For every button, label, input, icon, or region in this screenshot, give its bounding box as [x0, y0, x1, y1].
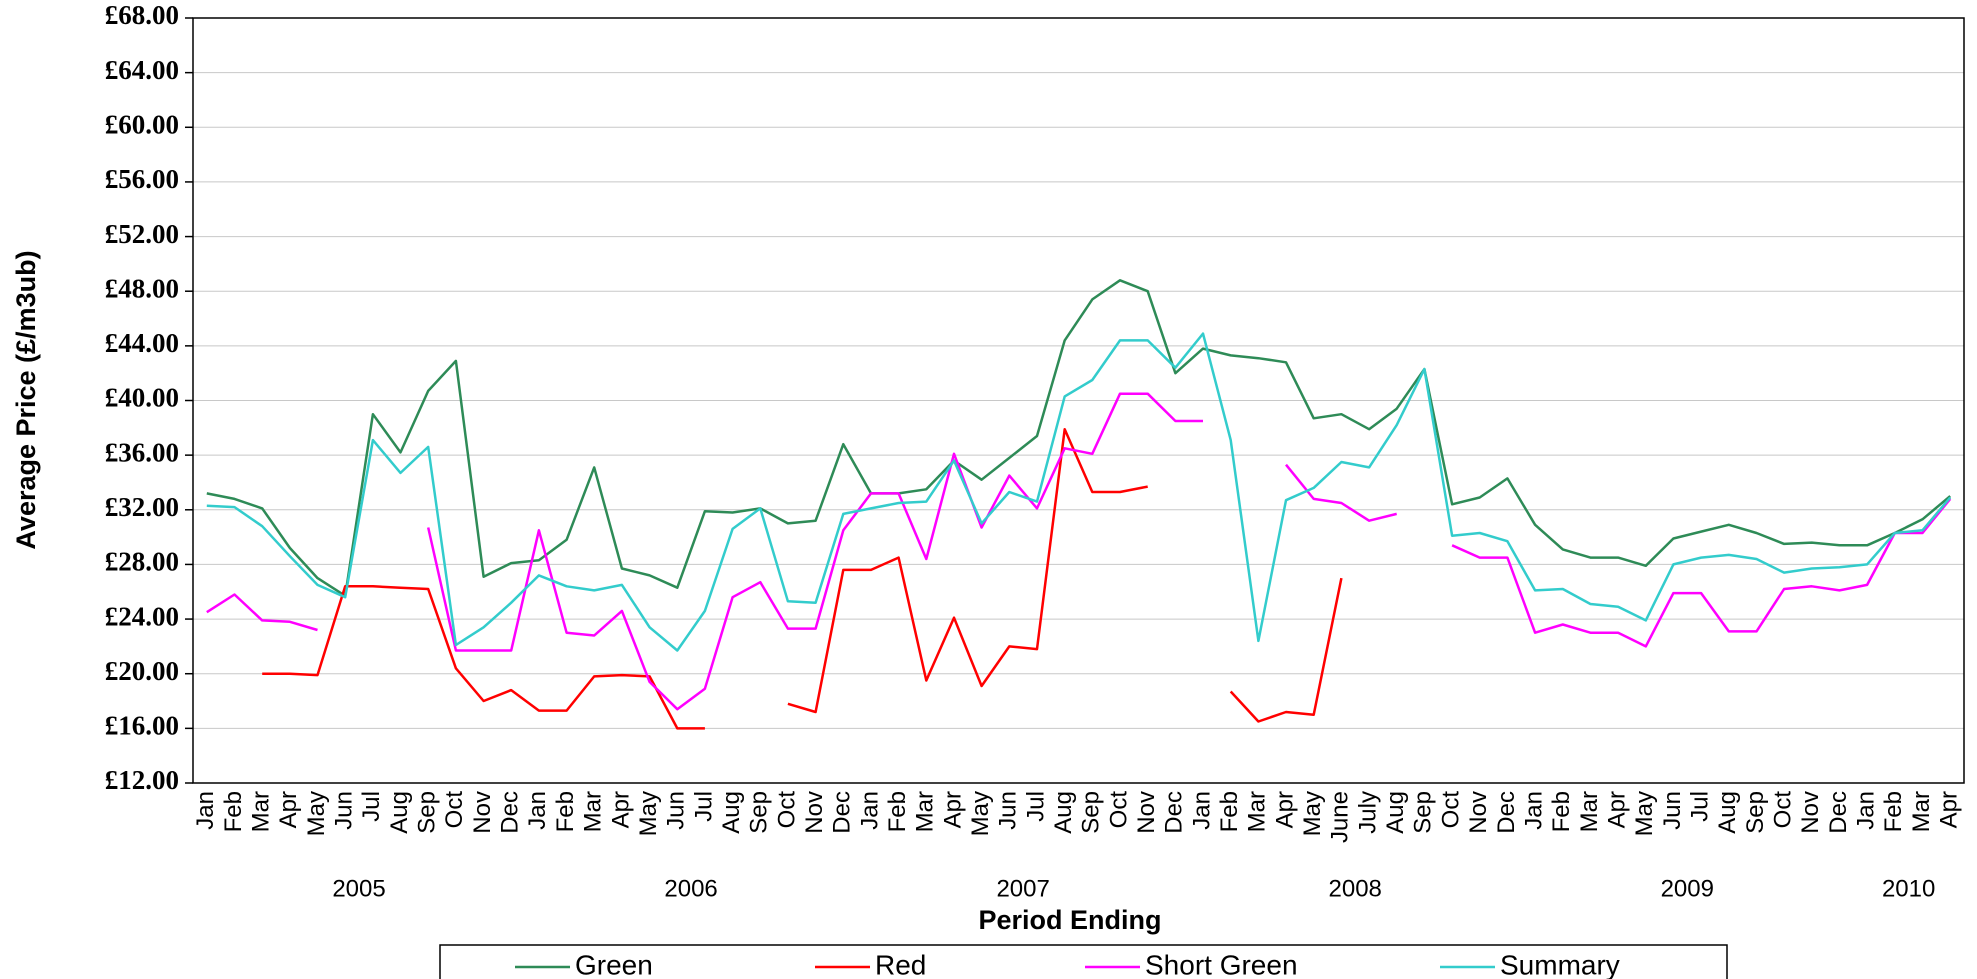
x-tick-label: Jun [331, 791, 358, 830]
x-tick-label: Dec [1493, 791, 1520, 834]
x-tick-label: Nov [1133, 791, 1160, 834]
legend-box [439, 944, 1728, 979]
y-axis-title: Average Price (£/m3ub) [11, 250, 41, 549]
legend-label: Short Green [1145, 949, 1298, 979]
y-tick-label: £16.00 [105, 711, 179, 741]
x-tick-label: Sep [746, 791, 773, 834]
x-tick-label: July [1354, 791, 1381, 834]
x-tick-label: May [1299, 791, 1326, 836]
y-tick-label: £40.00 [105, 383, 179, 413]
x-tick-label: Jun [663, 791, 690, 830]
x-tick-label: Sep [414, 791, 441, 834]
x-tick-label: Sep [1078, 791, 1105, 834]
x-tick-label: Mar [1576, 791, 1603, 832]
x-tick-label: Jun [1659, 791, 1686, 830]
y-tick-label: £48.00 [105, 273, 179, 303]
x-tick-label: Apr [1936, 791, 1963, 828]
y-tick-label: £36.00 [105, 437, 179, 467]
x-tick-label: Apr [939, 791, 966, 828]
x-tick-label: Dec [1825, 791, 1852, 834]
x-tick-label: Mar [1908, 791, 1935, 832]
x-tick-label: Oct [1105, 791, 1132, 829]
x-tick-label: Mar [912, 791, 939, 832]
x-tick-label: Sep [1410, 791, 1437, 834]
y-tick-label: £28.00 [105, 547, 179, 577]
x-tick-label: Feb [1548, 791, 1575, 832]
series-line [206, 279, 1952, 598]
x-tick-label: Jan [524, 791, 551, 830]
x-tick-label: May [1631, 791, 1658, 836]
x-tick-label: May [635, 791, 662, 836]
x-tick-label: Dec [1161, 791, 1188, 834]
x-tick-label: Jan [856, 791, 883, 830]
x-tick-label: Sep [1742, 791, 1769, 834]
x-tick-label: Jul [358, 791, 385, 822]
x-tick-label: Feb [884, 791, 911, 832]
x-tick-label: Jan [1520, 791, 1547, 830]
x-tick-label: Jul [690, 791, 717, 822]
x-tick-label: Jan [192, 791, 219, 830]
legend-label: Green [575, 949, 653, 979]
x-tick-label: Jul [1022, 791, 1049, 822]
y-tick-label: £52.00 [105, 219, 179, 249]
x-tick-label: Jun [995, 791, 1022, 830]
x-tick-label: Aug [1382, 791, 1409, 834]
x-tick-label: Dec [829, 791, 856, 834]
x-tick-label: Oct [1437, 791, 1464, 829]
x-tick-label: Nov [1797, 791, 1824, 834]
x-tick-label: Apr [1271, 791, 1298, 828]
series-line [206, 332, 1952, 652]
y-tick-label: £68.00 [105, 0, 179, 30]
x-tick-label: Nov [801, 791, 828, 834]
y-tick-label: £20.00 [105, 656, 179, 686]
legend-label: Red [875, 949, 926, 979]
x-tick-label: Nov [1465, 791, 1492, 834]
year-label: 2009 [1661, 875, 1714, 902]
x-tick-label: Apr [275, 791, 302, 828]
x-tick-label: Jan [1852, 791, 1879, 830]
x-tick-label: Apr [1603, 791, 1630, 828]
x-tick-label: Aug [1050, 791, 1077, 834]
series-line [206, 392, 1952, 711]
year-label: 2010 [1882, 875, 1935, 902]
x-tick-label: Dec [497, 791, 524, 834]
y-tick-label: £44.00 [105, 328, 179, 358]
x-tick-label: Aug [1714, 791, 1741, 834]
legend-label: Summary [1500, 949, 1620, 979]
x-tick-label: Mar [248, 791, 275, 832]
plot-area [192, 17, 1965, 784]
x-tick-label: Aug [718, 791, 745, 834]
x-axis-title: Period Ending [978, 905, 1161, 935]
x-tick-label: May [303, 791, 330, 836]
year-label: 2006 [664, 875, 717, 902]
x-tick-label: Oct [441, 791, 468, 829]
x-tick-label: Mar [580, 791, 607, 832]
y-tick-label: £64.00 [105, 55, 179, 85]
x-tick-label: Feb [552, 791, 579, 832]
x-tick-label: Apr [607, 791, 634, 828]
x-tick-label: Nov [469, 791, 496, 834]
year-label: 2005 [332, 875, 385, 902]
y-tick-label: £56.00 [105, 164, 179, 194]
x-tick-label: Oct [773, 791, 800, 829]
x-tick-label: June [1327, 791, 1354, 843]
x-tick-label: Feb [1880, 791, 1907, 832]
x-tick-label: Jul [1686, 791, 1713, 822]
x-tick-label: Oct [1769, 791, 1796, 829]
y-tick-label: £24.00 [105, 601, 179, 631]
y-tick-label: £12.00 [105, 765, 179, 795]
x-tick-label: Feb [1216, 791, 1243, 832]
series-line [262, 427, 1343, 730]
year-label: 2007 [996, 875, 1049, 902]
x-tick-label: May [967, 791, 994, 836]
x-tick-label: Feb [220, 791, 247, 832]
x-tick-label: Mar [1244, 791, 1271, 832]
x-tick-label: Aug [386, 791, 413, 834]
y-tick-label: £32.00 [105, 492, 179, 522]
x-tick-label: Jan [1188, 791, 1215, 830]
y-tick-label: £60.00 [105, 109, 179, 139]
year-label: 2008 [1329, 875, 1382, 902]
